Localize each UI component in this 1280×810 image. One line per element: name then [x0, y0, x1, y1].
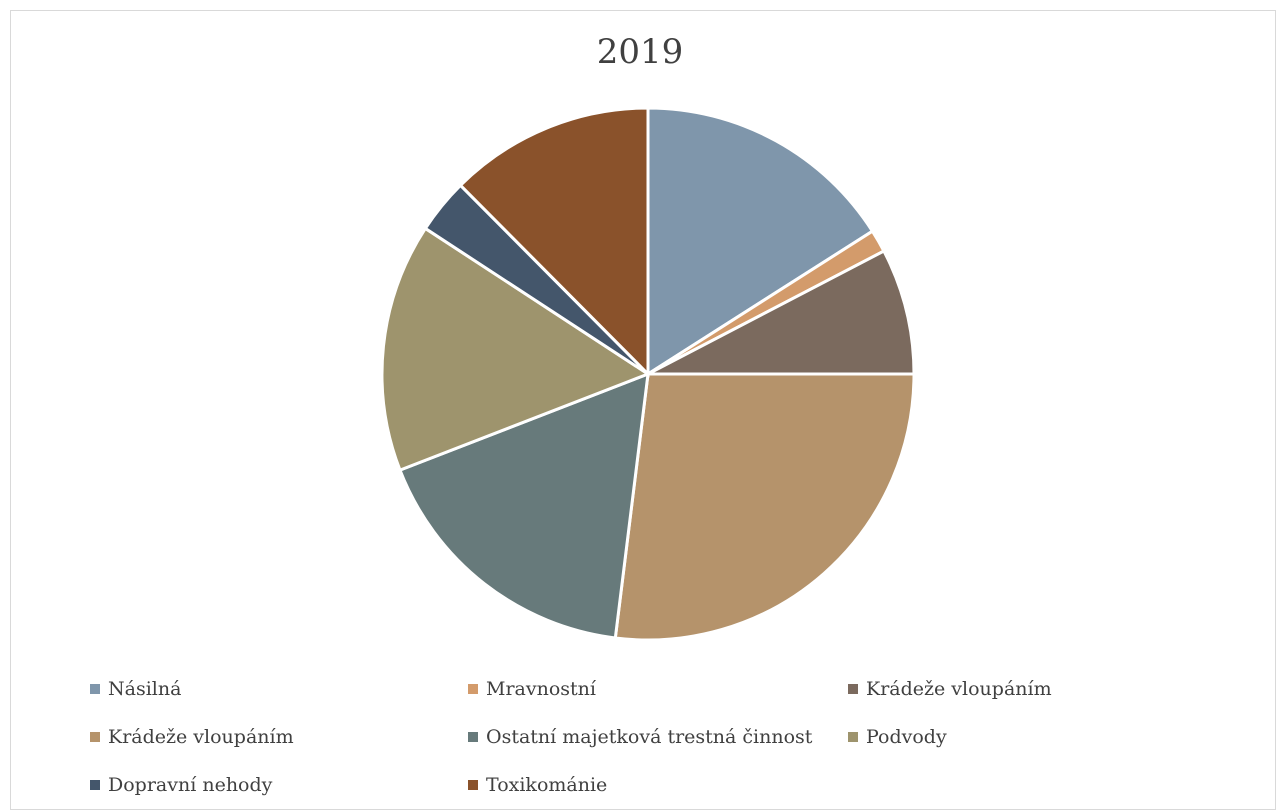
- legend-label: Mravnostní: [486, 678, 596, 700]
- legend-item-8: Toxikománie: [468, 774, 607, 796]
- pie-slice-1: [646, 106, 875, 377]
- pie-slice-8: [458, 106, 650, 378]
- legend-swatch: [468, 732, 478, 742]
- legend-label: Dopravní nehody: [108, 774, 273, 796]
- legend-swatch: [848, 684, 858, 694]
- legend-item-4: Krádeže vloupáním: [90, 726, 294, 748]
- legend-swatch: [468, 780, 478, 790]
- pie-slice-6: [380, 226, 652, 473]
- legend-swatch: [468, 684, 478, 694]
- legend-item-5: Ostatní majetková trestná činnost: [468, 726, 812, 748]
- legend-label: Podvody: [866, 726, 947, 748]
- legend-label: Toxikománie: [486, 774, 608, 796]
- legend-label: Ostatní majetková trestná činnost: [486, 726, 813, 748]
- legend-label: Krádeže vloupáním: [108, 726, 294, 748]
- legend-swatch: [90, 732, 100, 742]
- pie-slice-5: [398, 371, 650, 640]
- chart-title: 2019: [596, 32, 684, 72]
- legend-label: Krádeže vloupáním: [866, 678, 1052, 700]
- legend-item-7: Dopravní nehody: [90, 774, 272, 796]
- legend-swatch: [848, 732, 858, 742]
- legend-item-2: Mravnostní: [468, 678, 596, 700]
- legend-swatch: [90, 684, 100, 694]
- legend-label: Násilná: [108, 678, 182, 700]
- legend-item-1: Násilná: [90, 678, 181, 700]
- legend-swatch: [90, 780, 100, 790]
- pie-slice-3: [647, 249, 916, 376]
- legend-item-6: Podvody: [848, 726, 947, 748]
- legend-item-3: Krádeže vloupáním: [848, 678, 1052, 700]
- pie-slice-4: [613, 372, 916, 642]
